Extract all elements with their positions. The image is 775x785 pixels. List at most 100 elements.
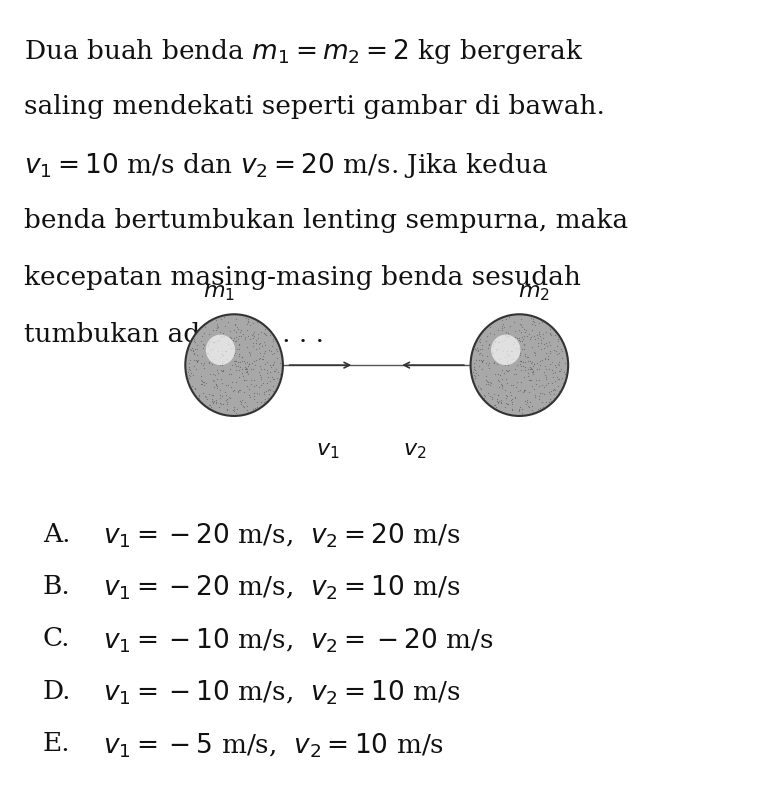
Point bbox=[271, 352, 284, 364]
Point bbox=[264, 374, 276, 387]
Point bbox=[553, 356, 566, 368]
Point bbox=[515, 331, 528, 344]
Point bbox=[234, 326, 246, 338]
Point bbox=[212, 334, 225, 346]
Point bbox=[542, 377, 554, 389]
Point bbox=[524, 361, 536, 374]
Point bbox=[189, 342, 202, 355]
Point bbox=[482, 338, 494, 350]
Point bbox=[493, 335, 505, 348]
Point bbox=[551, 371, 563, 384]
Point bbox=[536, 396, 549, 409]
Point bbox=[502, 350, 515, 363]
Point bbox=[232, 383, 245, 396]
Point bbox=[513, 349, 525, 361]
Point bbox=[217, 398, 229, 411]
Point bbox=[535, 343, 547, 356]
Point bbox=[512, 404, 525, 417]
Point bbox=[215, 312, 227, 325]
Point bbox=[219, 385, 231, 398]
Point bbox=[473, 353, 485, 366]
Point bbox=[253, 369, 266, 382]
Point bbox=[228, 400, 240, 413]
Point bbox=[512, 403, 525, 415]
Point bbox=[232, 360, 244, 373]
Point bbox=[230, 375, 243, 388]
Point bbox=[239, 361, 251, 374]
Point bbox=[495, 379, 508, 392]
Point bbox=[539, 360, 551, 373]
Point bbox=[523, 374, 536, 386]
Point bbox=[233, 356, 246, 369]
Point bbox=[491, 396, 504, 408]
Point bbox=[529, 349, 541, 361]
Point bbox=[525, 366, 538, 378]
Point bbox=[553, 365, 566, 378]
Point bbox=[193, 389, 205, 401]
Point bbox=[487, 388, 500, 400]
Point bbox=[516, 320, 529, 333]
Point bbox=[248, 326, 260, 338]
Point bbox=[545, 328, 557, 341]
Point bbox=[228, 355, 240, 367]
Point bbox=[245, 378, 257, 390]
Point bbox=[243, 346, 255, 359]
Point bbox=[204, 367, 216, 380]
Point bbox=[506, 392, 518, 405]
Point bbox=[248, 379, 260, 392]
Point bbox=[540, 363, 553, 376]
Point bbox=[536, 400, 549, 413]
Point bbox=[548, 392, 560, 404]
Point bbox=[201, 393, 213, 406]
Point bbox=[488, 328, 501, 341]
Point bbox=[222, 335, 235, 348]
Point bbox=[230, 331, 243, 344]
Point bbox=[216, 358, 229, 371]
Point bbox=[267, 359, 280, 371]
Point bbox=[501, 390, 513, 403]
Point bbox=[243, 319, 256, 331]
Point bbox=[258, 327, 270, 339]
Point bbox=[556, 372, 569, 385]
Point bbox=[558, 372, 570, 385]
Point bbox=[553, 358, 565, 371]
Point bbox=[513, 324, 525, 337]
Point bbox=[518, 323, 530, 336]
Point bbox=[501, 363, 513, 376]
Point bbox=[491, 357, 503, 370]
Point bbox=[204, 335, 216, 348]
Point bbox=[488, 356, 501, 368]
Point bbox=[508, 363, 521, 375]
Point bbox=[544, 327, 556, 340]
Point bbox=[512, 341, 525, 354]
Point bbox=[524, 363, 536, 375]
Point bbox=[198, 339, 210, 352]
Point bbox=[257, 377, 269, 389]
Point bbox=[262, 392, 274, 404]
Point bbox=[501, 365, 514, 378]
Point bbox=[213, 384, 226, 396]
Point bbox=[539, 371, 552, 384]
Point bbox=[241, 324, 253, 337]
Point bbox=[493, 352, 505, 365]
Point bbox=[532, 336, 545, 349]
Text: $m_1$: $m_1$ bbox=[204, 280, 236, 302]
Point bbox=[219, 345, 232, 357]
Point bbox=[476, 339, 488, 352]
Point bbox=[243, 358, 255, 371]
Point bbox=[215, 372, 227, 385]
Point bbox=[532, 328, 545, 341]
Point bbox=[532, 332, 544, 345]
Point bbox=[203, 328, 215, 341]
Point bbox=[470, 353, 482, 366]
Point bbox=[489, 399, 501, 411]
Point bbox=[510, 341, 522, 354]
Point bbox=[196, 360, 208, 372]
Point bbox=[501, 376, 513, 389]
Point bbox=[470, 344, 482, 356]
Point bbox=[505, 378, 518, 391]
Point bbox=[511, 332, 523, 345]
Point bbox=[214, 360, 226, 372]
Point bbox=[546, 367, 559, 380]
Point bbox=[236, 393, 248, 406]
